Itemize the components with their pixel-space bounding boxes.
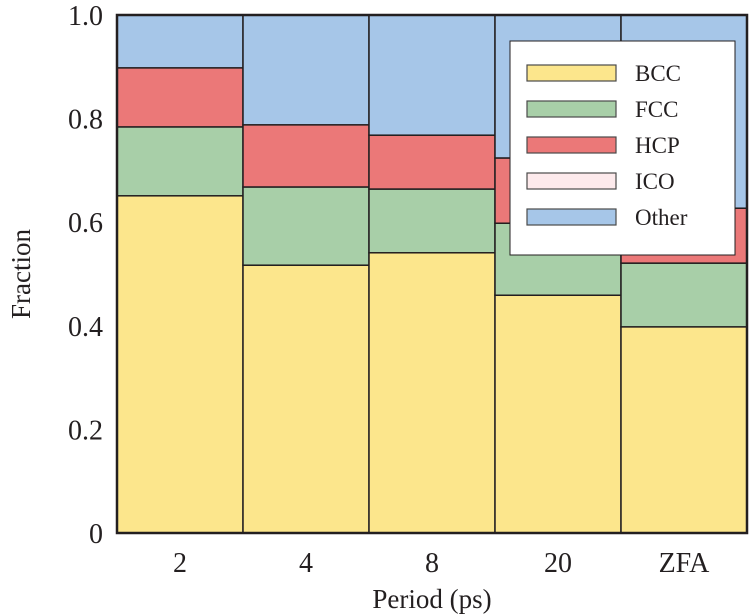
x-tick-labels: 2 4 8 20 ZFA bbox=[173, 548, 710, 579]
legend-label-ico: ICO bbox=[635, 169, 675, 194]
bar-segment-fcc-8 bbox=[368, 188, 496, 254]
y-tick-labels: 0 0.2 0.4 0.6 0.8 1.0 bbox=[68, 1, 103, 550]
legend-swatch-fcc bbox=[526, 100, 617, 118]
legend-swatch-bcc bbox=[526, 64, 617, 82]
legend-swatch-hcp bbox=[526, 136, 617, 154]
x-axis-label: Period (ps) bbox=[372, 584, 491, 614]
legend: BCC FCC HCP ICO Other bbox=[509, 40, 736, 256]
legend-swatch-ico bbox=[526, 172, 617, 190]
legend-label-fcc: FCC bbox=[635, 97, 678, 122]
bar-segment-bcc-2 bbox=[116, 195, 244, 534]
y-tick-label: 0.2 bbox=[68, 415, 103, 446]
legend-label-other: Other bbox=[635, 205, 688, 230]
bar-segment-bcc-4 bbox=[242, 264, 370, 534]
legend-label-hcp: HCP bbox=[635, 133, 680, 158]
bar-segment-hcp-2 bbox=[116, 67, 244, 128]
bar-segment-other-8 bbox=[368, 14, 496, 136]
bar-segment-hcp-4 bbox=[242, 124, 370, 188]
x-tick-label: 4 bbox=[299, 548, 313, 579]
x-tick-label: 2 bbox=[173, 548, 187, 579]
plot-frame bbox=[115, 13, 749, 535]
bar-segment-bcc-8 bbox=[368, 252, 496, 534]
bar-segment-fcc-4 bbox=[242, 186, 370, 266]
y-tick-label: 0.6 bbox=[68, 208, 103, 239]
y-tick-label: 0 bbox=[89, 519, 103, 550]
x-tick-label: 20 bbox=[544, 548, 572, 579]
bar-segment-fcc-zfa bbox=[620, 262, 748, 328]
legend-swatch-other bbox=[526, 208, 617, 226]
x-tick-label: 8 bbox=[425, 548, 439, 579]
y-tick-label: 0.8 bbox=[68, 105, 103, 136]
y-axis-label: Fraction bbox=[6, 229, 36, 319]
legend-label-bcc: BCC bbox=[635, 61, 681, 86]
bar-segment-bcc-zfa bbox=[620, 326, 748, 534]
y-tick-label: 1.0 bbox=[68, 1, 103, 32]
x-tick-label: ZFA bbox=[659, 548, 711, 579]
bar-segment-bcc-20 bbox=[494, 294, 622, 534]
bar-segment-other-4 bbox=[242, 14, 370, 126]
y-tick-label: 0.4 bbox=[68, 312, 103, 343]
bar-segment-fcc-2 bbox=[116, 126, 244, 197]
bar-segment-hcp-8 bbox=[368, 134, 496, 190]
bar-segment-other-2 bbox=[116, 14, 244, 69]
